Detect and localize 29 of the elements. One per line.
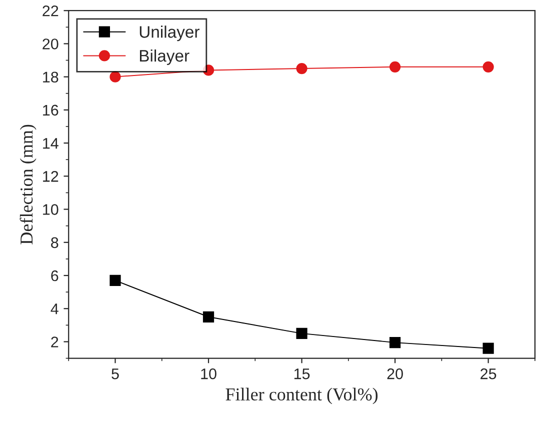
y-tick-label: 6 [51, 270, 58, 282]
y-tick-label: 20 [42, 38, 58, 50]
y-tick-label: 12 [43, 171, 58, 182]
point [482, 342, 494, 354]
y-tick-label: 22 [42, 5, 58, 16]
x-tick-label: 20 [387, 368, 403, 380]
point [296, 328, 308, 339]
y-tick-label: 2 [51, 336, 58, 348]
point [296, 62, 308, 74]
y-tick-label: 16 [43, 104, 58, 116]
y-tick-label: 8 [51, 237, 58, 248]
point [389, 61, 401, 72]
point [482, 61, 494, 72]
y-axis-title: Deflection (mm) [20, 124, 36, 244]
x-tick-label: 15 [294, 368, 310, 380]
legend-label: Bilayer [140, 49, 190, 66]
point [110, 274, 121, 286]
y-tick-label: 14 [43, 138, 58, 149]
point [202, 311, 214, 322]
y-tick-label: 18 [43, 72, 58, 83]
x-tick-label: 10 [201, 368, 216, 380]
point [389, 336, 401, 348]
x-axis-title: Filler content (Vol%) [226, 388, 378, 404]
point [110, 71, 121, 82]
y-tick-label: 4 [50, 304, 58, 314]
x-tick-label: 5 [112, 368, 119, 380]
y-tick-label: 10 [43, 204, 58, 215]
x-tick-label: 25 [480, 368, 496, 380]
legend-label: Unilayer [140, 26, 200, 42]
